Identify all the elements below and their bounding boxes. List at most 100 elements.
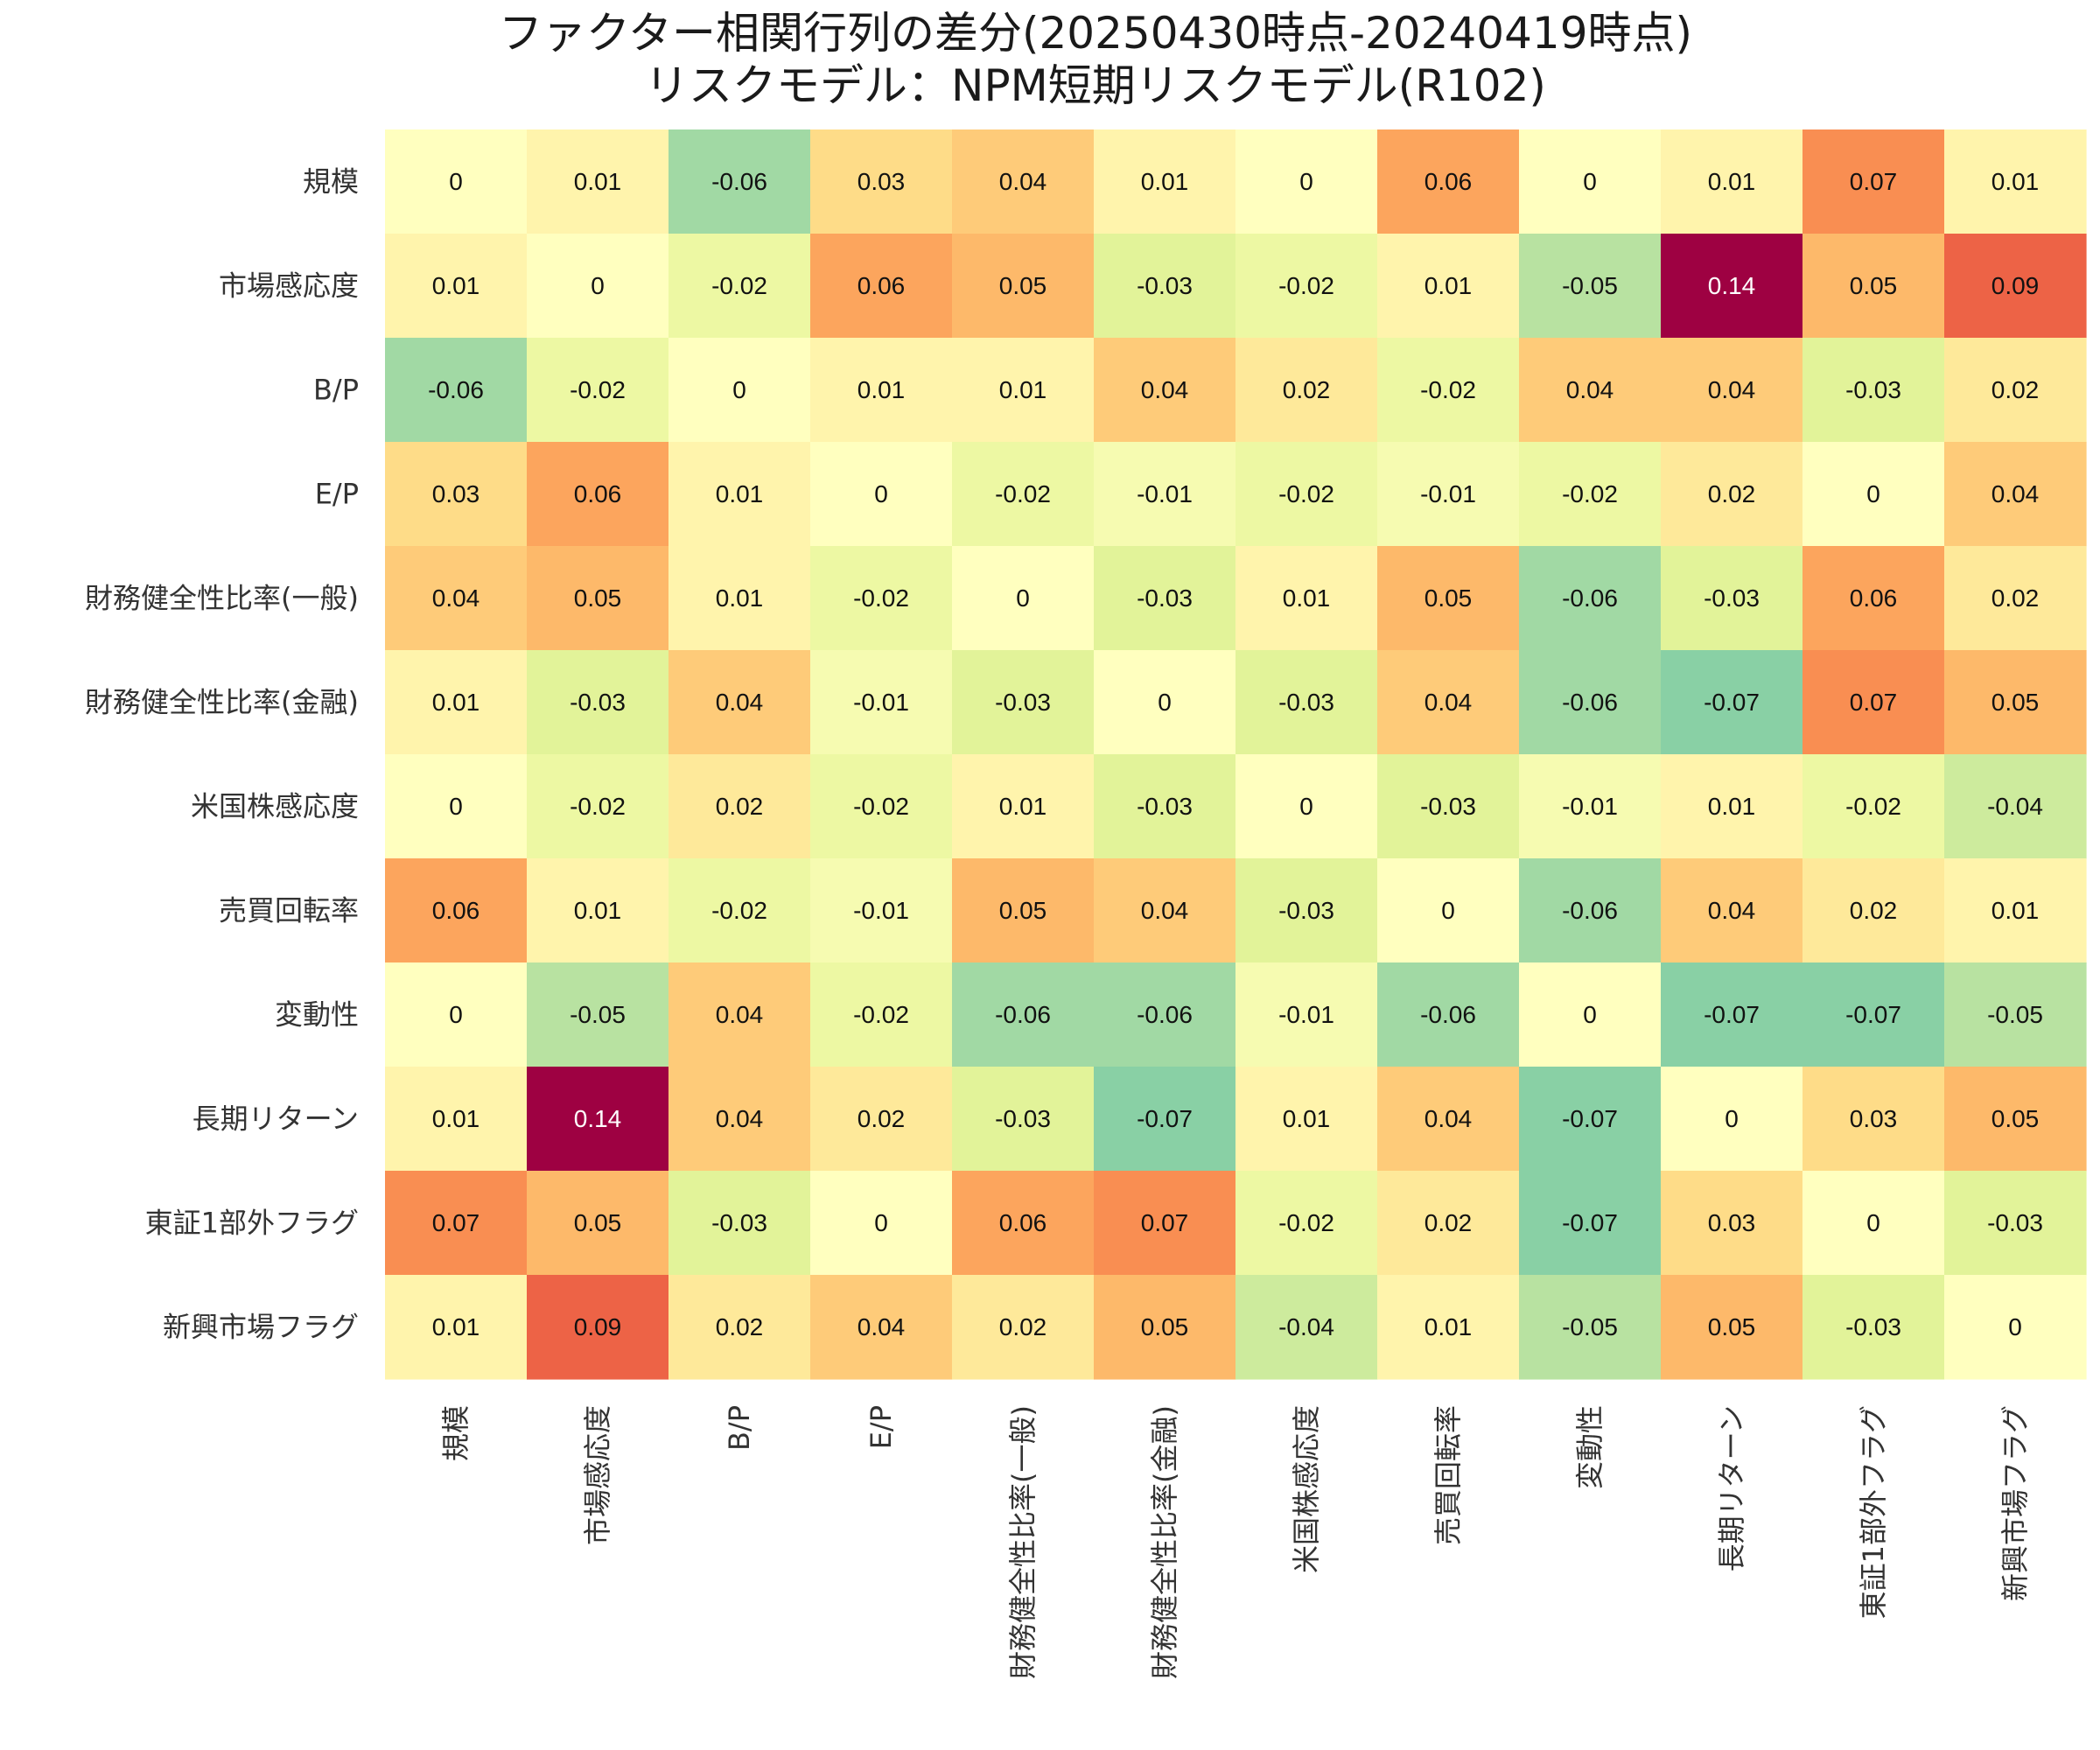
x-tick-label: E/P	[864, 1405, 898, 1449]
heatmap-cell-label: 0.05	[1850, 272, 1898, 299]
heatmap-cell-label: -0.02	[1278, 1209, 1334, 1236]
heatmap-cell	[1661, 1067, 1803, 1172]
heatmap-cell	[1236, 962, 1378, 1068]
heatmap-cell	[1377, 1275, 1520, 1380]
heatmap-cell	[668, 858, 811, 963]
heatmap-cell-label: -0.07	[1562, 1209, 1618, 1236]
heatmap-cell	[385, 962, 528, 1068]
heatmap-cell	[1236, 650, 1378, 755]
heatmap-cell	[527, 962, 669, 1068]
heatmap-cell	[1944, 650, 2087, 755]
heatmap-cell-label: 0.04	[999, 168, 1047, 195]
heatmap-cell-label: -0.05	[1562, 1313, 1618, 1340]
heatmap-cell-label: -0.03	[1137, 793, 1193, 820]
heatmap-cell-label: 0.01	[716, 584, 764, 612]
heatmap-cell	[810, 442, 953, 547]
heatmap-cell-label: 0	[1158, 689, 1172, 716]
heatmap-cell	[1377, 1067, 1520, 1172]
heatmap-cell-label: -0.07	[1704, 689, 1760, 716]
heatmap-cell	[668, 962, 811, 1068]
heatmap-cell	[1236, 546, 1378, 651]
heatmap-cell-label: 0.01	[432, 689, 480, 716]
heatmap-cell	[810, 858, 953, 963]
heatmap-cell-label: 0.01	[432, 1105, 480, 1132]
heatmap-cell-label: -0.02	[853, 584, 909, 612]
heatmap-cell-label: 0.09	[574, 1313, 622, 1340]
y-tick-label: 新興市場フラグ	[163, 1311, 359, 1344]
heatmap-cell-label: 0.01	[999, 793, 1047, 820]
heatmap-cell-label: 0.04	[716, 689, 764, 716]
y-tick-label: 財務健全性比率(金融)	[85, 686, 359, 719]
heatmap-cell-label: -0.02	[853, 1001, 909, 1028]
heatmap-cell-label: 0.01	[1992, 897, 2040, 924]
heatmap-cell	[810, 962, 953, 1068]
heatmap-cell	[1944, 234, 2087, 339]
heatmap-cell	[952, 650, 1095, 755]
heatmap-cell-label: 0.04	[858, 1313, 906, 1340]
heatmap-cell	[1661, 754, 1803, 859]
heatmap-cell-label: 0.01	[1283, 584, 1331, 612]
heatmap-cell	[385, 1067, 528, 1172]
heatmap-cell	[1094, 962, 1236, 1068]
heatmap-cell	[1236, 1275, 1378, 1380]
heatmap-cell-label: -0.01	[1420, 480, 1476, 508]
heatmap-cell	[952, 1171, 1095, 1276]
heatmap-cell	[1661, 650, 1803, 755]
heatmap-cell-label: 0.05	[574, 1209, 622, 1236]
heatmap-cell-label: -0.03	[1704, 584, 1760, 612]
heatmap-cell	[810, 338, 953, 443]
x-tick-label: 長期リターン	[1715, 1405, 1748, 1572]
heatmap-cell	[668, 234, 811, 339]
heatmap-cells	[385, 130, 2087, 1380]
heatmap-cell	[1661, 962, 1803, 1068]
heatmap-cell-label: 0.03	[1850, 1105, 1898, 1132]
heatmap-cell	[952, 442, 1095, 547]
heatmap-cell	[1094, 234, 1236, 339]
heatmap-cell-label: -0.06	[1562, 584, 1618, 612]
heatmap-cell-label: -0.04	[1987, 793, 2043, 820]
heatmap-cell	[1377, 1171, 1520, 1276]
heatmap-cell-label: -0.03	[570, 689, 626, 716]
y-tick-label: E/P	[315, 478, 359, 511]
heatmap-cell	[1661, 858, 1803, 963]
heatmap-cell	[1802, 1275, 1945, 1380]
heatmap-cell	[1519, 650, 1662, 755]
heatmap-cell	[1094, 650, 1236, 755]
y-tick-label: 売買回転率	[219, 894, 359, 928]
heatmap-cell	[1661, 234, 1803, 339]
heatmap-cell	[385, 858, 528, 963]
heatmap-cell	[1094, 338, 1236, 443]
heatmap-cell-label: -0.03	[1278, 689, 1334, 716]
heatmap-cell	[1236, 754, 1378, 859]
x-tick-label: 財務健全性比率(金融)	[1148, 1405, 1181, 1679]
heatmap-cell	[1944, 858, 2087, 963]
chart-title-line-2: リスクモデル：NPM短期リスクモデル(R102)	[645, 60, 1546, 111]
heatmap-cell-label: -0.03	[1137, 272, 1193, 299]
y-tick-label: 規模	[303, 165, 359, 199]
heatmap-cell	[1236, 1171, 1378, 1276]
x-tick-label: 米国株感応度	[1290, 1405, 1323, 1573]
heatmap-cell-label: 0	[732, 376, 746, 403]
heatmap-cell-label: 0.04	[1141, 897, 1189, 924]
heatmap-cell	[1094, 442, 1236, 547]
heatmap-cell-label: -0.01	[1562, 793, 1618, 820]
heatmap-cell	[1236, 1067, 1378, 1172]
heatmap-cell-label: 0.02	[999, 1313, 1047, 1340]
heatmap-cell	[668, 442, 811, 547]
heatmap-cell-label: -0.03	[1278, 897, 1334, 924]
heatmap-cell-label: 0	[449, 168, 463, 195]
y-tick-label: 長期リターン	[192, 1102, 359, 1136]
heatmap-cell-label: 0.06	[858, 272, 906, 299]
heatmap-cell	[1661, 1171, 1803, 1276]
heatmap-cell	[527, 754, 669, 859]
heatmap-cell	[1944, 754, 2087, 859]
heatmap-cell-label: 0.02	[716, 793, 764, 820]
heatmap-cell	[385, 130, 528, 234]
heatmap-cell-label: 0.14	[1708, 272, 1756, 299]
heatmap-cell	[1519, 962, 1662, 1068]
heatmap-cell	[952, 546, 1095, 651]
y-tick-label: 変動性	[275, 998, 359, 1032]
heatmap-cell-label: 0	[1299, 168, 1313, 195]
heatmap-cell-label: -0.02	[1278, 480, 1334, 508]
heatmap-cell	[1377, 338, 1520, 443]
